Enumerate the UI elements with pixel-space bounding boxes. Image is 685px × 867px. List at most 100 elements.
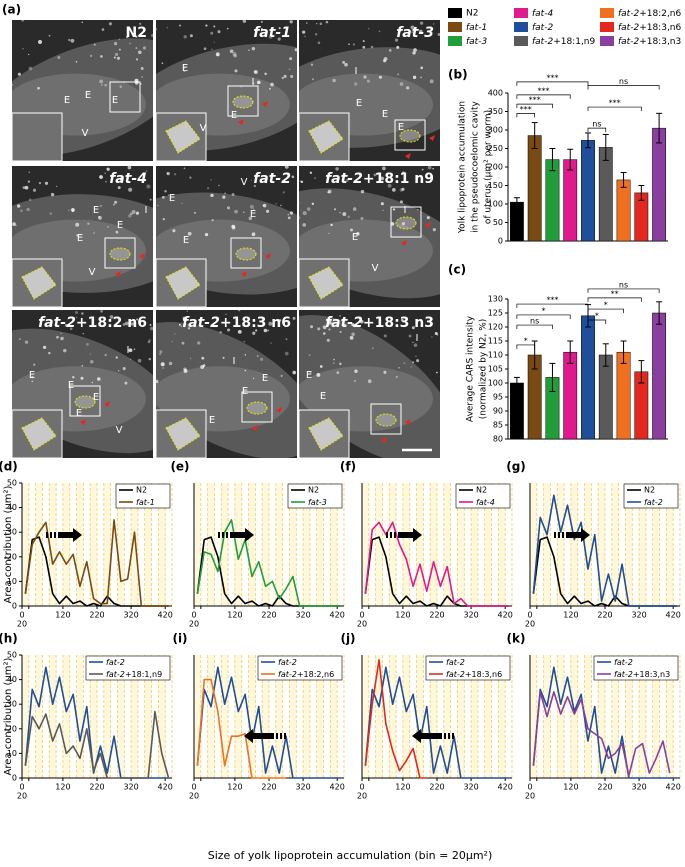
bin-stripe bbox=[62, 655, 70, 778]
granule bbox=[411, 31, 413, 33]
granule bbox=[118, 48, 121, 51]
granule bbox=[238, 310, 241, 312]
granule bbox=[180, 325, 183, 327]
yolk-outline bbox=[246, 401, 268, 415]
granule bbox=[159, 350, 163, 354]
y-tick-label: 0 bbox=[498, 237, 503, 246]
bin-stripe bbox=[430, 655, 437, 778]
granule bbox=[281, 76, 284, 80]
legend-label: fat-2+18:2,n6 bbox=[618, 9, 682, 19]
granule bbox=[354, 369, 358, 373]
granule bbox=[344, 62, 348, 67]
structure-label: V bbox=[200, 123, 207, 134]
granule bbox=[284, 166, 289, 169]
significance-bracket bbox=[587, 85, 660, 90]
yolk-outline bbox=[308, 417, 344, 451]
red-arrowhead bbox=[238, 119, 244, 125]
y-tick-label: 300 bbox=[488, 126, 503, 135]
bin-stripe bbox=[49, 655, 57, 778]
granule bbox=[183, 167, 186, 170]
granule bbox=[141, 76, 143, 78]
structure-label: E bbox=[320, 391, 326, 402]
granule bbox=[378, 30, 381, 33]
granule bbox=[322, 332, 326, 335]
bin-stripe bbox=[22, 655, 29, 778]
granule bbox=[250, 179, 252, 181]
text-part: +18:3,n3 bbox=[633, 670, 670, 679]
structure-label: E bbox=[262, 373, 268, 384]
x-tick-label: 420 bbox=[666, 783, 681, 792]
granule bbox=[280, 374, 283, 377]
x-tick-label: 120 bbox=[563, 783, 578, 792]
granule bbox=[172, 229, 176, 233]
significance-label: *** bbox=[546, 296, 558, 305]
red-arrowhead bbox=[265, 253, 271, 259]
granule bbox=[129, 358, 132, 361]
x-tick-label: 120 bbox=[55, 611, 70, 620]
structure-label: E bbox=[356, 98, 362, 109]
y-tick-label: 130 bbox=[488, 295, 503, 304]
granule bbox=[147, 340, 151, 344]
granule bbox=[200, 365, 205, 369]
granule bbox=[149, 198, 152, 201]
granule bbox=[12, 83, 14, 86]
bar bbox=[616, 351, 631, 440]
granule bbox=[93, 43, 96, 46]
granule bbox=[354, 82, 358, 86]
granule bbox=[90, 359, 94, 364]
significance-label: ns bbox=[619, 280, 628, 289]
bin-stripe bbox=[443, 655, 451, 778]
granule bbox=[148, 357, 152, 361]
granule bbox=[395, 375, 398, 378]
text-part: fat-2 bbox=[106, 670, 125, 679]
x-tick-label: 420 bbox=[158, 783, 173, 792]
text-part: fat-4 bbox=[109, 171, 147, 187]
granule bbox=[89, 54, 93, 58]
granule bbox=[266, 209, 270, 213]
shift-arrow bbox=[554, 528, 590, 542]
granule bbox=[339, 330, 342, 334]
panel-label: (i) bbox=[172, 632, 187, 646]
granule bbox=[394, 38, 399, 42]
zoom-box bbox=[394, 119, 426, 151]
zoom-box bbox=[390, 206, 422, 238]
granule bbox=[162, 218, 165, 221]
granule bbox=[81, 21, 83, 24]
granule bbox=[75, 61, 78, 63]
granule bbox=[412, 75, 417, 79]
panel-label: (e) bbox=[170, 460, 189, 474]
bar bbox=[563, 159, 578, 242]
x-tick-label: 420 bbox=[498, 783, 513, 792]
inset bbox=[12, 112, 63, 161]
granule bbox=[387, 183, 392, 188]
structure-label: E bbox=[209, 415, 215, 426]
x-tick-label: 420 bbox=[498, 611, 513, 620]
bin-stripe bbox=[402, 483, 410, 606]
granule bbox=[327, 320, 332, 325]
granule bbox=[100, 55, 103, 58]
x-tick-label: 20 bbox=[357, 620, 367, 629]
significance-bracket bbox=[516, 324, 553, 330]
granule bbox=[349, 335, 354, 340]
text-part: fat-2 bbox=[325, 315, 363, 331]
structure-label: E bbox=[182, 63, 188, 74]
granule bbox=[140, 67, 144, 71]
arrow-head bbox=[581, 528, 590, 542]
arrow-dash bbox=[218, 532, 220, 538]
granule bbox=[308, 354, 311, 357]
granule bbox=[420, 76, 422, 79]
text-part: fat-3 bbox=[396, 25, 434, 41]
text-part: +18:3,n6 bbox=[639, 23, 681, 33]
granule bbox=[119, 85, 123, 88]
shift-arrow bbox=[244, 729, 286, 743]
text-part: fat-4 bbox=[476, 498, 495, 507]
text-part: +18:2,n6 bbox=[297, 670, 334, 679]
granule bbox=[27, 180, 30, 183]
y-axis-label: Yolk lipoprotein accumulation bbox=[458, 101, 468, 234]
granule bbox=[366, 79, 370, 83]
granule bbox=[388, 49, 392, 52]
structure-label: I bbox=[416, 333, 419, 344]
granule bbox=[135, 47, 138, 50]
